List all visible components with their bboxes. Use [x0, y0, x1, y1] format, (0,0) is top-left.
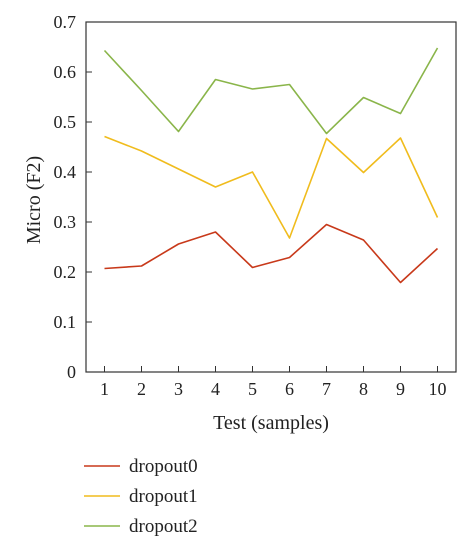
series-line-dropout1: [104, 135, 439, 239]
x-tick-label: 7: [322, 379, 331, 399]
x-tick-label: 6: [285, 379, 294, 399]
y-axis-title: Micro (F2): [23, 156, 45, 244]
x-tick-label: 3: [174, 379, 183, 399]
y-tick-label: 0.2: [54, 262, 77, 282]
y-tick-label: 0.6: [54, 62, 77, 82]
legend-label: dropout0: [129, 456, 198, 477]
legend: dropout0 dropout1 dropout2: [84, 456, 198, 537]
legend-label: dropout2: [129, 516, 198, 537]
x-tick-label: 9: [396, 379, 405, 399]
y-tick-label: 0.1: [54, 312, 77, 332]
x-tick-label: 4: [211, 379, 220, 399]
plot-frame: [85, 21, 457, 373]
x-axis-title: Test (samples): [213, 412, 329, 434]
legend-label: dropout1: [129, 486, 198, 507]
x-tick-label: 1: [100, 379, 109, 399]
y-tick-label: 0: [67, 362, 76, 382]
x-tick-label: 5: [248, 379, 257, 399]
y-tick-label: 0.5: [54, 112, 77, 132]
x-tick-label: 10: [429, 379, 447, 399]
y-tick-label: 0.4: [54, 162, 77, 182]
y-tick-label: 0.7: [54, 12, 77, 32]
x-tick-label: 2: [137, 379, 146, 399]
series-line-dropout0: [104, 223, 439, 284]
x-tick-label: 8: [359, 379, 368, 399]
series-line-dropout2: [103, 47, 439, 135]
y-tick-label: 0.3: [54, 212, 77, 232]
